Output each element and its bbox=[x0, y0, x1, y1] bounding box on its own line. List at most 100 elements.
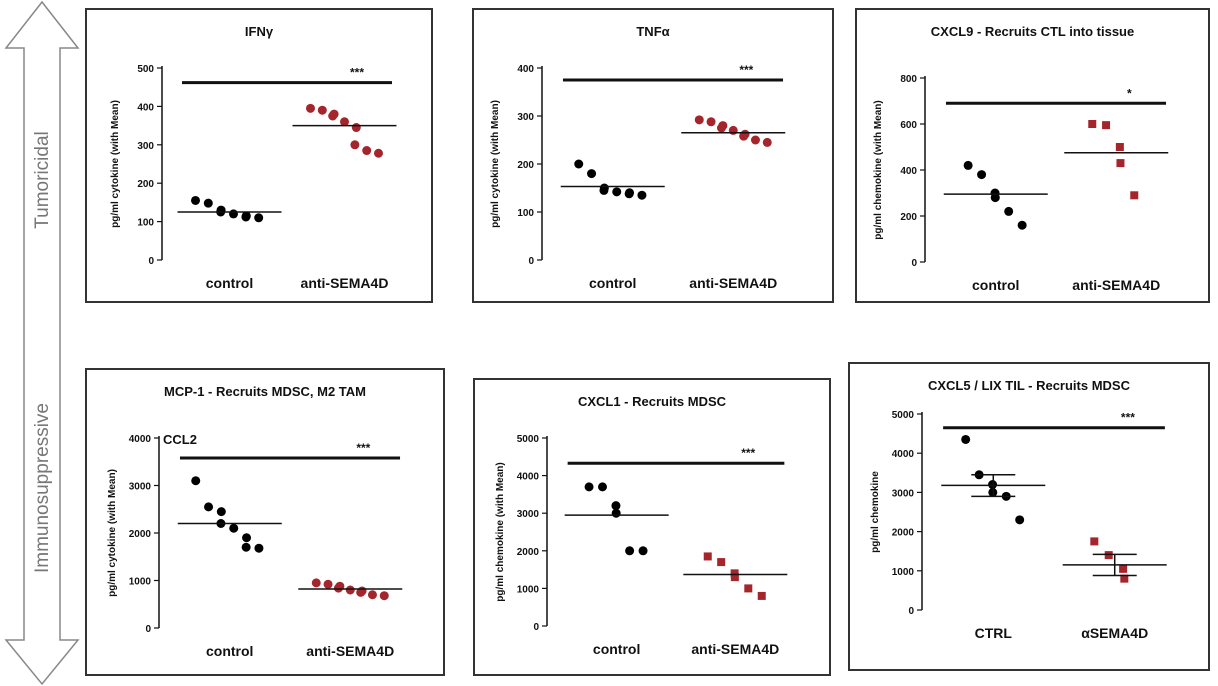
panel-ifng: IFNγ 0 100 200 300 400 500 pg/ml cytokine (with… bbox=[85, 8, 433, 303]
significance-label: *** bbox=[741, 446, 755, 460]
y-tick-label: 200 bbox=[517, 160, 534, 171]
y-tick-label: 400 bbox=[900, 166, 917, 177]
data-point bbox=[351, 123, 361, 133]
data-point bbox=[306, 103, 315, 113]
data-point bbox=[241, 212, 251, 222]
data-point bbox=[1015, 515, 1025, 525]
data-point bbox=[730, 573, 739, 582]
y-tick-label: 3000 bbox=[129, 482, 152, 493]
y-tick-label: 3000 bbox=[517, 509, 540, 520]
category-label: anti-SEMA4D bbox=[689, 275, 777, 291]
y-axis-label: pg/ml chemokine (with Mean) bbox=[873, 100, 884, 239]
significance-label: *** bbox=[1121, 411, 1135, 425]
panel-cxcl9: CXCL9 - Recruits CTL into tissue 0 200 400 6… bbox=[855, 8, 1210, 303]
data-point bbox=[637, 190, 647, 200]
data-point bbox=[229, 523, 239, 533]
panel-tnfa: TNFα 0 100 200 300 400 pg/ml cytokine (with Me… bbox=[472, 8, 834, 303]
significance-label: * bbox=[1127, 86, 1132, 100]
panel-mcp1: MCP-1 - Recruits MDSC, M2 TAM CCL2 0 1000 20… bbox=[85, 368, 445, 676]
y-tick-label: 0 bbox=[908, 606, 914, 617]
data-point bbox=[750, 135, 760, 145]
chart-title: CXCL1 - Recruits MDSC bbox=[578, 394, 727, 409]
y-tick-label: 300 bbox=[517, 112, 534, 123]
y-tick-label: 5000 bbox=[517, 434, 540, 445]
y-tick-label: 100 bbox=[517, 208, 534, 219]
data-point bbox=[362, 146, 372, 156]
category-label: αSEMA4D bbox=[1081, 625, 1148, 641]
y-tick-label: 400 bbox=[517, 64, 534, 75]
data-point bbox=[1115, 143, 1124, 151]
data-point bbox=[1120, 574, 1129, 583]
data-point bbox=[587, 169, 597, 179]
y-tick-label: 1000 bbox=[517, 584, 540, 595]
data-point bbox=[328, 111, 338, 121]
chart-title-secondary: CCL2 bbox=[163, 432, 197, 447]
data-point bbox=[717, 558, 726, 567]
data-point bbox=[598, 482, 607, 492]
data-point bbox=[254, 543, 264, 553]
chart-svg: TNFα 0 100 200 300 400 pg/ml cytokine (with Me… bbox=[490, 24, 786, 291]
data-point bbox=[216, 507, 226, 517]
data-point bbox=[242, 533, 252, 543]
data-point bbox=[1116, 159, 1125, 168]
y-tick-label: 0 bbox=[528, 256, 534, 267]
side-label-tumoricidal: Tumoricidal bbox=[32, 131, 53, 229]
significance-label: *** bbox=[356, 441, 370, 455]
y-tick-label: 2000 bbox=[517, 547, 540, 558]
data-point bbox=[638, 546, 648, 556]
data-point bbox=[1102, 121, 1111, 130]
category-label: CTRL bbox=[975, 625, 1013, 641]
category-label: anti-SEMA4D bbox=[306, 643, 394, 659]
y-tick-label: 0 bbox=[533, 622, 539, 633]
y-tick-label: 800 bbox=[900, 74, 917, 85]
data-point bbox=[1017, 220, 1027, 230]
side-label-immunosuppressive: Immunosuppressive bbox=[32, 403, 53, 573]
category-label: anti-SEMA4D bbox=[1072, 277, 1160, 293]
data-point bbox=[254, 213, 264, 223]
y-tick-label: 1000 bbox=[129, 577, 152, 588]
data-point bbox=[317, 105, 327, 115]
y-axis-label: pg/ml cytokine (with Mean) bbox=[490, 100, 501, 228]
data-point bbox=[1088, 120, 1097, 128]
y-tick-label: 300 bbox=[137, 141, 154, 152]
data-point bbox=[990, 193, 1000, 203]
chart-svg: CXCL9 - Recruits CTL into tissue 0 200 400 6… bbox=[873, 24, 1169, 293]
double-arrow: Tumoricidal Immunosuppressive bbox=[4, 0, 80, 686]
data-point bbox=[611, 501, 621, 511]
data-point bbox=[333, 583, 343, 593]
data-point bbox=[350, 140, 360, 150]
data-point bbox=[345, 585, 355, 595]
data-point bbox=[374, 148, 383, 158]
vertical-double-arrow-shape bbox=[4, 0, 80, 686]
category-label: anti-SEMA4D bbox=[301, 275, 389, 291]
data-point bbox=[191, 195, 200, 205]
data-point bbox=[204, 502, 214, 512]
y-tick-label: 4000 bbox=[892, 449, 915, 460]
category-label: control bbox=[206, 275, 253, 291]
y-tick-label: 2000 bbox=[892, 528, 915, 539]
category-label: control bbox=[206, 643, 253, 659]
data-point bbox=[1104, 551, 1113, 560]
data-point bbox=[584, 482, 594, 492]
significance-label: *** bbox=[739, 63, 753, 77]
data-point bbox=[977, 170, 987, 180]
category-label: control bbox=[593, 641, 640, 657]
data-point bbox=[241, 542, 251, 552]
data-point bbox=[1130, 191, 1139, 200]
data-point bbox=[379, 591, 389, 601]
y-axis-label: pg/ml chemokine bbox=[870, 471, 881, 553]
chart-svg: IFNγ 0 100 200 300 400 500 pg/ml cytokine (with… bbox=[110, 24, 397, 291]
panel-cxcl5: CXCL5 / LIX TIL - Recruits MDSC 0 1000 2000… bbox=[848, 362, 1210, 671]
chart-svg: MCP-1 - Recruits MDSC, M2 TAM CCL2 0 1000 20… bbox=[107, 384, 403, 659]
chart-svg: CXCL1 - Recruits MDSC 0 1000 2000 3000 4000 50… bbox=[495, 394, 788, 657]
data-point bbox=[340, 117, 349, 127]
y-tick-label: 4000 bbox=[517, 472, 540, 483]
panel-cxcl1: CXCL1 - Recruits MDSC 0 1000 2000 3000 4000 50… bbox=[473, 378, 831, 676]
y-tick-label: 3000 bbox=[892, 488, 915, 499]
data-point bbox=[1004, 206, 1014, 216]
data-point bbox=[706, 117, 716, 127]
y-axis-label: pg/ml cytokine (with Mean) bbox=[110, 100, 121, 228]
chart-title: TNFα bbox=[636, 24, 669, 39]
y-axis-label: pg/ml chemokine (with Mean) bbox=[495, 462, 506, 601]
data-point bbox=[356, 587, 366, 597]
